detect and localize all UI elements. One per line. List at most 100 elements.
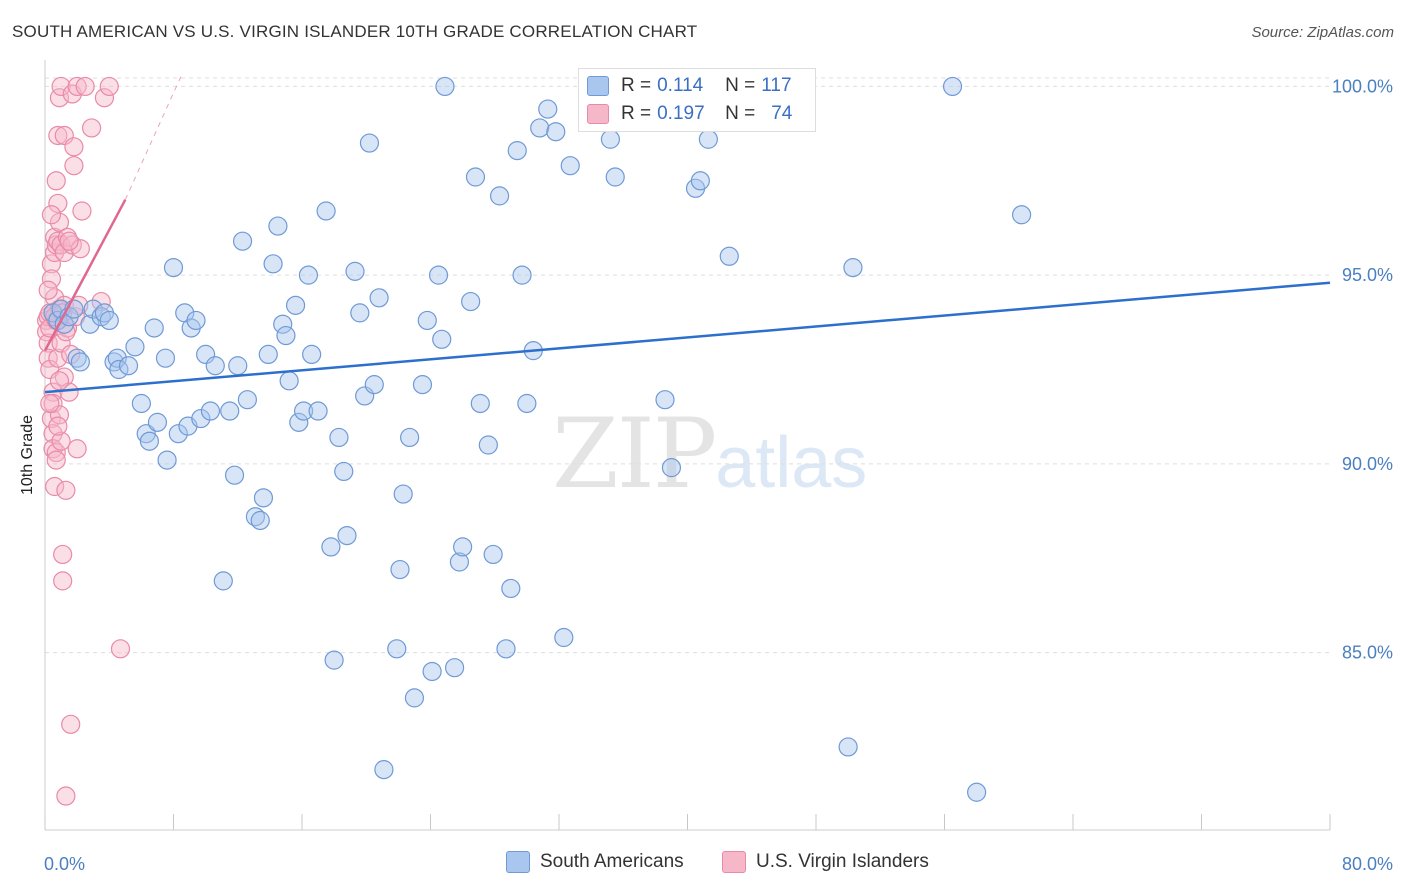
virgin-islander-point xyxy=(49,212,70,232)
south-american-point xyxy=(507,140,527,161)
south-american-point xyxy=(449,552,470,572)
south-american-point xyxy=(512,265,532,285)
south-american-point xyxy=(99,310,119,331)
y-axis-title: 10th Grade xyxy=(19,415,36,495)
south-american-point xyxy=(838,737,858,757)
south-american-point xyxy=(279,371,299,391)
axis-labels: 85.0% 90.0% 95.0% 100.0% 0.0% 80.0% 10th Grade xyxy=(19,76,1393,874)
south-american-point xyxy=(70,352,90,372)
virgin-islander-point xyxy=(81,118,102,138)
south-american-point xyxy=(489,186,510,206)
south-american-point xyxy=(334,461,354,482)
south-american-point xyxy=(546,122,566,142)
south-american-point xyxy=(220,401,240,421)
virgin-islander-point xyxy=(48,348,68,368)
watermark-atlas: atlas xyxy=(715,423,868,503)
virgin-islander-point xyxy=(41,205,62,225)
y-tick-label: 100.0% xyxy=(1332,76,1393,96)
legend-r-value: 0.114 xyxy=(657,75,704,96)
virgin-islander-point xyxy=(59,231,79,251)
y-tick-label: 85.0% xyxy=(1342,643,1393,663)
south-american-points xyxy=(43,76,1032,802)
south-american-point xyxy=(83,299,103,319)
south-american-point xyxy=(478,435,498,455)
south-american-point xyxy=(213,571,233,591)
virgin-islander-point xyxy=(51,76,71,97)
legend-n-value: 117 xyxy=(761,75,792,96)
south-american-point xyxy=(268,216,288,236)
south-american-point xyxy=(517,393,537,414)
legend-item-south-americans[interactable]: South Americans xyxy=(506,851,684,873)
south-american-point xyxy=(554,627,574,648)
south-american-point xyxy=(224,465,245,485)
legend-swatch-blue xyxy=(506,851,530,873)
series-legend: South Americans U.S. Virgin Islanders xyxy=(0,851,1406,877)
south-american-point xyxy=(364,375,384,395)
south-american-point xyxy=(453,537,473,557)
legend-item-virgin-islanders[interactable]: U.S. Virgin Islanders xyxy=(722,851,929,873)
south-american-point xyxy=(387,639,407,659)
virgin-islander-point xyxy=(70,239,90,259)
legend-row-south-american: R = 0.114 N = 117 xyxy=(587,73,792,99)
south-american-point xyxy=(1011,205,1032,225)
virgin-islander-point xyxy=(56,786,76,806)
south-american-point xyxy=(253,488,274,508)
south-american-point xyxy=(298,265,319,285)
south-american-point xyxy=(560,156,580,176)
south-american-point xyxy=(483,544,503,565)
south-american-point xyxy=(324,650,344,670)
x-tick-label: 0.0% xyxy=(44,854,85,874)
south-american-point xyxy=(258,344,278,365)
virgin-islander-point xyxy=(53,571,73,591)
virgin-islander-point xyxy=(51,431,71,451)
watermark-zip: ZIP xyxy=(552,398,717,510)
virgin-islander-point xyxy=(75,76,95,97)
virgin-islander-point xyxy=(48,193,68,214)
south-american-point xyxy=(337,525,357,546)
legend-r-value: 0.197 xyxy=(657,103,705,124)
virgin-islander-point xyxy=(41,254,62,274)
south-american-point xyxy=(67,348,87,368)
virgin-islander-point xyxy=(53,544,73,565)
virgin-islander-point xyxy=(67,439,87,459)
virgin-islander-point xyxy=(56,480,76,500)
legend-item-label: South Americans xyxy=(540,851,684,872)
virgin-islander-point xyxy=(46,450,66,470)
south-american-point xyxy=(404,688,425,708)
south-american-point xyxy=(273,314,293,334)
south-american-point xyxy=(942,76,963,97)
south-american-point xyxy=(690,171,710,191)
south-american-point xyxy=(400,427,420,448)
y-tick-label: 90.0% xyxy=(1342,454,1393,474)
south-american-point xyxy=(131,393,151,414)
south-american-point xyxy=(205,356,225,376)
south-american-point xyxy=(496,639,516,659)
south-american-point xyxy=(444,658,465,678)
south-american-point xyxy=(698,129,718,149)
virgin-islander-point xyxy=(49,371,70,391)
south-american-point xyxy=(316,201,336,221)
legend-n-label: N = xyxy=(725,103,756,124)
south-american-point xyxy=(125,337,145,357)
trend-lines xyxy=(43,74,1331,394)
south-american-point xyxy=(435,76,455,97)
south-american-point xyxy=(191,408,211,429)
legend-swatch-blue xyxy=(587,76,609,96)
virgin-islander-point xyxy=(110,639,131,659)
south-american-trend-line xyxy=(44,281,1331,394)
south-american-point xyxy=(186,310,206,331)
south-american-point xyxy=(655,390,675,410)
virgin-islander-point xyxy=(46,171,66,191)
chart-title: SOUTH AMERICAN VS U.S. VIRGIN ISLANDER 1… xyxy=(12,22,698,41)
south-american-point xyxy=(302,344,322,365)
legend-item-label: U.S. Virgin Islanders xyxy=(756,851,929,872)
south-american-point xyxy=(294,401,314,421)
south-american-point xyxy=(155,348,176,368)
south-american-point xyxy=(605,167,625,187)
legend-row-virgin-islander: R = 0.197 N = 74 xyxy=(587,101,792,127)
south-american-point xyxy=(308,401,328,421)
south-american-point xyxy=(144,318,164,338)
virgin-islander-point xyxy=(56,322,76,342)
south-american-point xyxy=(843,257,863,278)
south-american-point xyxy=(369,288,389,308)
